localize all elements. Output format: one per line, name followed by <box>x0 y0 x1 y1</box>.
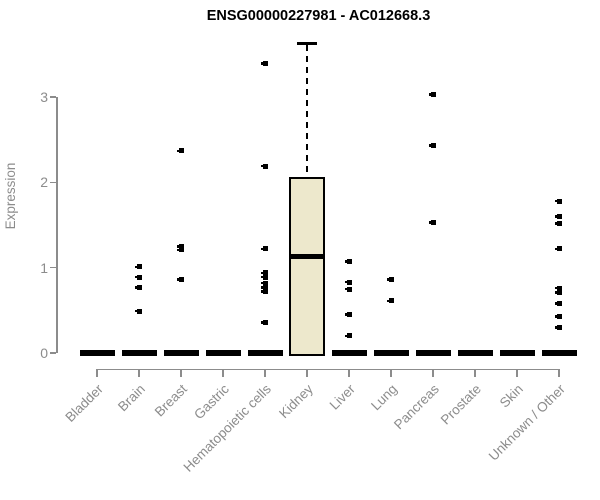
outlier-point <box>260 61 268 67</box>
outlier-point <box>554 220 562 226</box>
outlier-point <box>260 319 268 325</box>
outlier-point <box>344 286 352 292</box>
outlier-point <box>554 301 562 306</box>
outlier-point <box>260 289 268 295</box>
y-tick-label: 2 <box>40 174 48 191</box>
x-tick <box>222 370 224 378</box>
x-tick <box>306 370 308 378</box>
outlier-point <box>554 289 562 295</box>
upper-whisker <box>306 45 308 178</box>
outlier-point <box>386 298 394 304</box>
outlier-point <box>428 91 436 97</box>
outlier-point <box>176 247 184 253</box>
y-tick <box>50 181 56 184</box>
x-axis-line <box>96 368 560 371</box>
outlier-point <box>176 277 184 283</box>
collapsed-box <box>205 350 241 356</box>
collapsed-box <box>79 350 115 356</box>
x-tick <box>264 370 266 378</box>
outlier-point <box>134 284 142 290</box>
y-tick-label: 3 <box>40 89 48 105</box>
collapsed-box <box>499 350 535 356</box>
outlier-point <box>554 313 562 319</box>
x-tick <box>96 370 98 378</box>
y-tick-label: 1 <box>40 259 48 276</box>
chart-title: ENSG00000227981 - AC012668.3 <box>206 8 431 24</box>
outlier-point <box>176 243 184 249</box>
outlier-point <box>260 280 268 286</box>
outlier-point <box>428 219 436 225</box>
outlier-point <box>260 270 268 276</box>
outlier-point <box>260 284 268 290</box>
x-tick <box>348 370 350 378</box>
outlier-point <box>176 148 184 154</box>
outlier-point <box>260 274 268 280</box>
x-tick <box>138 370 140 378</box>
outlier-point <box>260 163 268 169</box>
x-tick <box>180 370 182 378</box>
collapsed-box <box>121 350 157 356</box>
y-tick-label: 0 <box>40 345 48 361</box>
outlier-point <box>344 312 352 318</box>
x-tick <box>390 370 392 378</box>
median-line <box>289 254 325 260</box>
y-tick <box>50 96 56 98</box>
y-axis-line <box>56 97 58 353</box>
outlier-point <box>554 246 562 252</box>
y-tick <box>50 266 56 269</box>
outlier-point <box>554 285 562 291</box>
collapsed-box <box>163 350 199 356</box>
outlier-point <box>134 274 142 280</box>
y-tick <box>50 352 56 354</box>
collapsed-box <box>373 350 409 356</box>
outlier-point <box>344 333 352 339</box>
x-tick <box>516 370 518 378</box>
y-axis-label: Expression <box>3 162 18 230</box>
collapsed-box <box>247 350 283 356</box>
collapsed-box <box>415 350 451 356</box>
outlier-point <box>428 143 436 149</box>
x-tick <box>558 370 560 378</box>
outlier-point <box>134 264 142 270</box>
outlier-point <box>260 246 268 252</box>
outlier-point <box>554 213 562 219</box>
outlier-point <box>386 277 394 283</box>
collapsed-box <box>331 350 367 356</box>
outlier-point <box>344 279 352 285</box>
outlier-point <box>554 198 562 204</box>
outlier-point <box>134 308 142 314</box>
outlier-point <box>344 259 352 265</box>
x-tick <box>474 370 476 378</box>
x-tick <box>432 370 434 378</box>
whisker-cap <box>297 41 317 45</box>
outlier-point <box>554 324 562 330</box>
collapsed-box <box>541 350 577 356</box>
box-iqr <box>289 177 325 356</box>
collapsed-box <box>457 350 493 356</box>
